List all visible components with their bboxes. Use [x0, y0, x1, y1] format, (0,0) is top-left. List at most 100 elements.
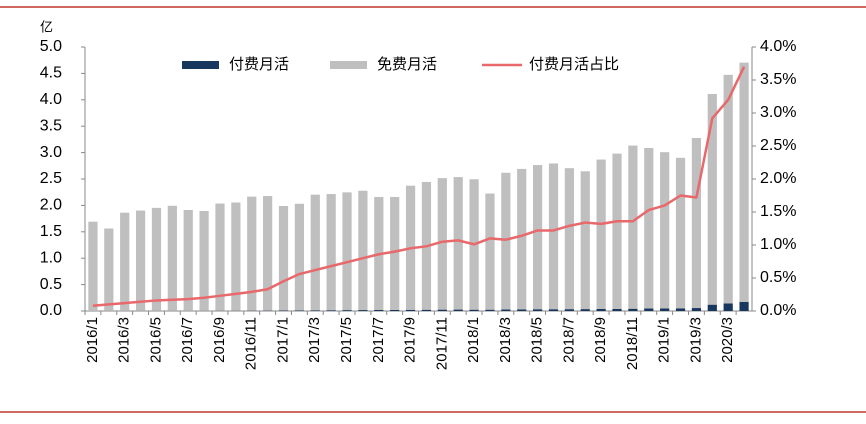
x-tick-label: 2016/11: [243, 317, 260, 370]
legend-swatch: [330, 61, 367, 69]
y2-tick-label: 0.0%: [760, 302, 796, 319]
bar: [374, 309, 384, 311]
bar: [120, 212, 130, 311]
bar: [596, 159, 606, 309]
legend-swatch: [182, 61, 219, 69]
x-tick-label: 2016/1: [84, 317, 101, 363]
bar: [675, 157, 686, 309]
bar: [723, 74, 733, 304]
bar: [421, 309, 432, 311]
y2-tick-label: 0.5%: [760, 269, 796, 286]
x-tick-label: 2018/3: [497, 317, 514, 363]
bar: [199, 210, 209, 311]
y2-tick-label: 3.5%: [760, 71, 796, 88]
bar: [263, 196, 273, 311]
bar: [453, 309, 463, 311]
legend-label: 免费月活: [377, 56, 437, 73]
bar: [135, 210, 146, 311]
bar: [437, 178, 447, 310]
y2-tick-label: 1.5%: [760, 203, 796, 220]
bar: [596, 308, 606, 311]
bar: [739, 301, 749, 311]
y-tick-label: 5.0: [40, 38, 62, 55]
bar: [580, 309, 590, 311]
bar: [564, 309, 574, 311]
bar: [691, 138, 702, 309]
y-tick-label: 1.0: [40, 249, 62, 266]
bar: [358, 310, 368, 311]
bar: [628, 145, 638, 309]
y-tick-label: 2.5: [40, 170, 62, 187]
bar: [231, 202, 241, 311]
bar: [660, 152, 670, 309]
bar: [723, 303, 733, 311]
x-tick-label: 2016/7: [179, 317, 196, 363]
bar: [167, 205, 177, 311]
bar: [310, 310, 320, 311]
y2-tick-label: 2.5%: [760, 137, 796, 154]
bar: [517, 309, 527, 311]
x-tick-label: 2017/11: [433, 317, 450, 370]
x-tick-label: 2016/3: [116, 317, 133, 363]
y2-tick-label: 3.0%: [760, 104, 796, 121]
bar: [548, 309, 559, 311]
bar: [548, 163, 559, 310]
y2-tick-label: 2.0%: [760, 170, 796, 187]
bar: [247, 196, 257, 311]
y-tick-label: 0.0: [40, 302, 62, 319]
bar: [104, 228, 114, 311]
y-tick-label: 1.5: [40, 223, 62, 240]
x-tick-label: 2017/1: [274, 317, 291, 363]
bar: [501, 309, 511, 311]
legend-label: 付费月活占比: [529, 56, 619, 73]
bar: [612, 153, 622, 309]
bar: [390, 197, 400, 310]
x-tick-label: 2018/1: [465, 317, 482, 363]
bar: [278, 205, 289, 311]
x-tick-label: 2020/3: [719, 317, 736, 363]
bar: [358, 190, 368, 311]
bar: [390, 309, 400, 311]
bar: [675, 308, 686, 311]
x-tick-label: 2017/7: [370, 317, 387, 363]
bar: [405, 309, 416, 311]
bar: [469, 309, 479, 311]
y-tick-label: 2.0: [40, 197, 62, 214]
x-tick-label: 2017/5: [338, 317, 355, 363]
y-tick-label: 0.5: [40, 276, 62, 293]
x-tick-label: 2018/7: [560, 317, 577, 363]
legend-label: 付费月活: [229, 56, 289, 73]
bar: [739, 62, 749, 302]
y-tick-label: 4.5: [40, 65, 62, 82]
bar: [644, 148, 654, 309]
bar: [88, 221, 98, 311]
x-tick-label: 2016/5: [147, 317, 164, 363]
bar: [294, 310, 304, 311]
bar: [342, 192, 352, 311]
x-tick-label: 2019/1: [656, 317, 673, 363]
bar: [564, 168, 574, 310]
y-tick-label: 4.0: [40, 91, 62, 108]
bar: [453, 177, 463, 310]
bar: [628, 308, 638, 311]
x-tick-label: 2018/9: [592, 317, 609, 363]
x-tick-label: 2019/3: [687, 317, 704, 363]
bar: [501, 172, 511, 310]
bar: [707, 93, 717, 305]
bar: [342, 310, 352, 311]
x-tick-label: 2017/9: [402, 317, 419, 363]
line: [92, 66, 746, 307]
bar: [612, 308, 622, 311]
bar: [437, 309, 447, 311]
y-unit: 亿: [40, 19, 53, 34]
bar: [151, 207, 162, 311]
bar: [644, 308, 654, 311]
bar: [691, 308, 702, 311]
bar: [310, 194, 320, 311]
bar: [533, 309, 543, 311]
x-tick-label: 2018/5: [529, 317, 546, 363]
bar: [294, 203, 304, 311]
y-tick-label: 3.5: [40, 117, 62, 134]
x-tick-label: 2016/9: [211, 317, 228, 363]
